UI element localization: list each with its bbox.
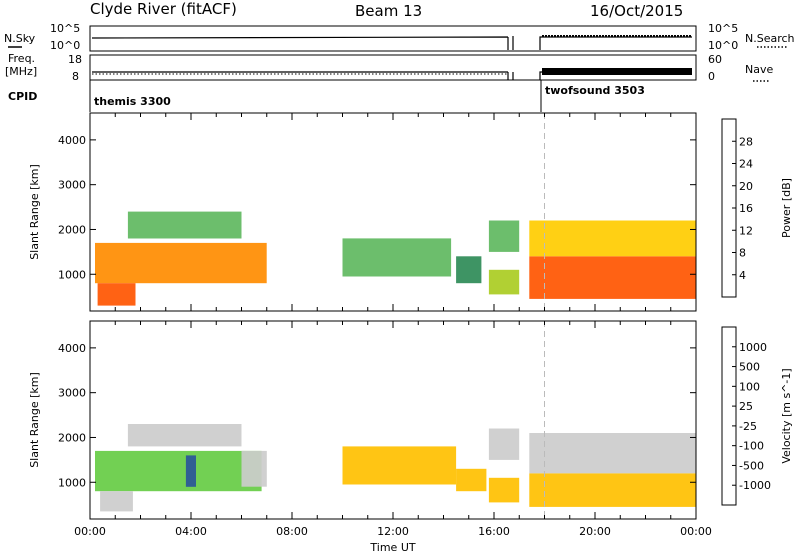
velocity-colorbar-title: Velocity [m s^-1] bbox=[780, 368, 793, 463]
velocity-colorbar-label-0: -1000 bbox=[739, 479, 771, 492]
power-colorbar-label-2: 12 bbox=[739, 224, 753, 237]
beam-title: Beam 13 bbox=[355, 2, 422, 20]
velocity-colorbar-frame bbox=[721, 326, 737, 506]
nsky-label: N.Sky bbox=[4, 32, 36, 45]
velocity-region-4 bbox=[127, 424, 242, 447]
nave-tick-top: 60 bbox=[708, 53, 722, 66]
power-ytick-label-0: 1000 bbox=[58, 268, 86, 281]
nave-label: Nave bbox=[745, 63, 773, 76]
cpid-segment-themis: themis 3300 bbox=[94, 95, 171, 108]
power-colorbar-label-1: 8 bbox=[739, 247, 746, 260]
velocity-region-8 bbox=[488, 428, 520, 460]
velocity-region-7 bbox=[488, 477, 520, 503]
power-colorbar-label-3: 16 bbox=[739, 202, 753, 215]
velocity-ytick-label-3: 4000 bbox=[58, 342, 86, 355]
power-ytick-label-1: 2000 bbox=[58, 223, 86, 236]
power-region-1 bbox=[97, 283, 136, 306]
velocity-xtick-label-0: 00:00 bbox=[74, 525, 106, 538]
velocity-ytick-label-1: 2000 bbox=[58, 431, 86, 444]
power-region-5 bbox=[488, 269, 520, 295]
velocity-colorbar-label-4: 25 bbox=[739, 400, 753, 413]
x-axis-label: Time UT bbox=[369, 541, 415, 554]
power-region-3 bbox=[342, 238, 452, 277]
power-region-2 bbox=[127, 211, 242, 239]
velocity-xtick-label-2: 08:00 bbox=[276, 525, 308, 538]
velocity-region-9 bbox=[529, 473, 696, 507]
nsearch-tick-top: 10^5 bbox=[708, 22, 738, 35]
velocity-xtick-label-3: 12:00 bbox=[377, 525, 409, 538]
power-region-4 bbox=[456, 256, 482, 284]
nsearch-label: N.Search bbox=[745, 32, 795, 45]
power-ylabel: Slant Range [km] bbox=[28, 164, 41, 260]
velocity-ylabel: Slant Range [km] bbox=[28, 372, 41, 468]
nsky-tick-top: 10^5 bbox=[50, 22, 80, 35]
velocity-region-5 bbox=[342, 446, 457, 485]
date-title: 16/Oct/2015 bbox=[590, 2, 683, 20]
nave-tick-bottom: 0 bbox=[708, 70, 715, 83]
power-colorbar-title: Power [dB] bbox=[780, 178, 793, 238]
velocity-xtick-label-6: 00:00 bbox=[680, 525, 712, 538]
velocity-xtick-label-1: 04:00 bbox=[175, 525, 207, 538]
station-title: Clyde River (fitACF) bbox=[90, 0, 237, 18]
velocity-region-6 bbox=[456, 468, 487, 492]
velocity-region-10 bbox=[529, 433, 696, 474]
velocity-region-0 bbox=[95, 450, 262, 492]
power-ytick-label-3: 4000 bbox=[58, 134, 86, 147]
velocity-xtick-label-4: 16:00 bbox=[478, 525, 510, 538]
velocity-region-2 bbox=[185, 455, 196, 487]
freq-panel bbox=[89, 54, 697, 81]
power-region-6 bbox=[488, 220, 520, 252]
velocity-colorbar-label-2: -100 bbox=[739, 440, 764, 453]
freq-tick-top: 18 bbox=[68, 53, 82, 66]
freq-trace bbox=[92, 71, 692, 80]
power-ytick-label-2: 3000 bbox=[58, 179, 86, 192]
velocity-region-3 bbox=[241, 450, 267, 487]
velocity-colorbar-label-1: -500 bbox=[739, 459, 764, 472]
power-colorbar-label-5: 24 bbox=[739, 158, 753, 171]
nsky-panel bbox=[89, 25, 697, 52]
velocity-xtick-label-5: 20:00 bbox=[579, 525, 611, 538]
velocity-colorbar-label-3: -25 bbox=[739, 420, 757, 433]
nsky-tick-bottom: 10^0 bbox=[50, 39, 80, 52]
velocity-ytick-label-0: 1000 bbox=[58, 476, 86, 489]
nsky-trace bbox=[91, 36, 692, 50]
cpid-segment-twofsound: twofsound 3503 bbox=[545, 84, 645, 97]
freq-unit: [MHz] bbox=[5, 65, 37, 78]
velocity-colorbar-label-6: 500 bbox=[739, 361, 760, 374]
velocity-colorbar-label-5: 100 bbox=[739, 380, 760, 393]
power-region-7 bbox=[529, 256, 696, 299]
power-colorbar-label-0: 4 bbox=[739, 269, 746, 282]
velocity-colorbar-label-7: 1000 bbox=[739, 341, 767, 354]
nave-trace-twofsound bbox=[542, 68, 692, 75]
velocity-region-1 bbox=[100, 491, 133, 512]
power-colorbar-label-4: 20 bbox=[739, 180, 753, 193]
nsearch-tick-bottom: 10^0 bbox=[708, 39, 738, 52]
velocity-panel: 1000 2000 3000 4000 00:00 04:00 08:00 12:00 16:0… bbox=[28, 320, 793, 538]
power-region-8 bbox=[529, 220, 696, 257]
power-colorbar-label-6: 28 bbox=[739, 135, 753, 148]
power-region-0 bbox=[95, 242, 267, 284]
power-panel: 1000 2000 3000 4000 Slant Range [km] 4 8 12 16 20… bbox=[28, 112, 793, 312]
freq-label: Freq. bbox=[8, 52, 35, 65]
freq-tick-bottom: 8 bbox=[72, 70, 79, 83]
velocity-ytick-label-2: 3000 bbox=[58, 387, 86, 400]
cpid-label: CPID bbox=[8, 90, 37, 103]
